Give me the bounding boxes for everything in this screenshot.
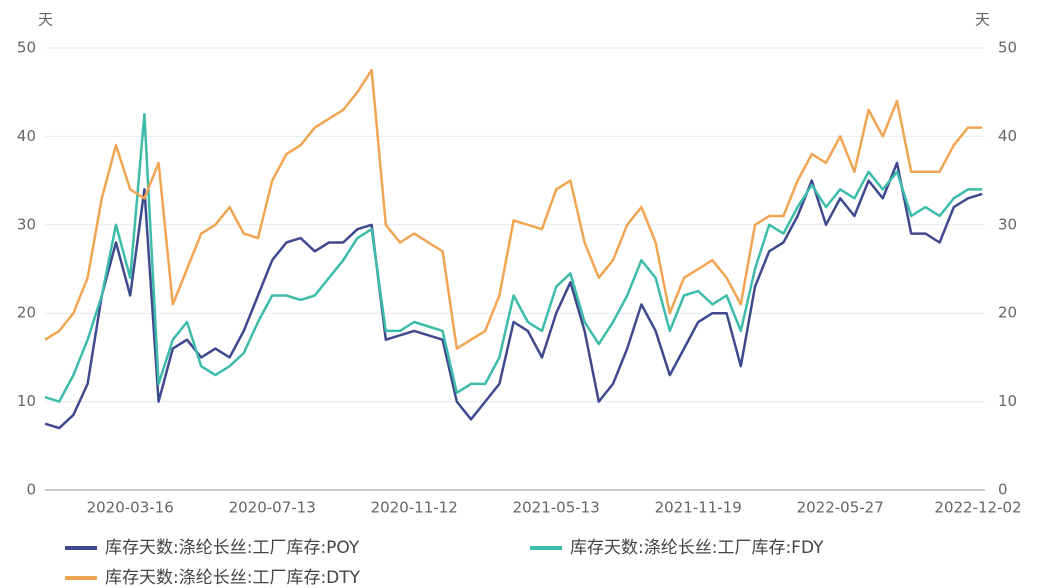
y2-axis-unit: 天 (975, 11, 990, 29)
line-series (44, 68, 983, 350)
x-tick-label: 2020-07-13 (229, 499, 316, 517)
x-tick-label: 2020-11-12 (371, 499, 458, 517)
x-tick-label: 2022-05-27 (797, 499, 884, 517)
y2-tick-label: 0 (998, 481, 1008, 499)
x-tick-label: 2021-11-19 (655, 499, 742, 517)
line-series (44, 161, 983, 430)
y-axis-unit: 天 (38, 11, 53, 29)
y2-tick-label: 40 (998, 127, 1017, 145)
y-tick-label: 20 (17, 304, 36, 322)
legend-label: 库存天数:涤纶长丝:工厂库存:POY (105, 538, 360, 558)
y2-tick-label: 50 (998, 39, 1017, 57)
y2-tick-label: 10 (998, 392, 1017, 410)
x-tick-label: 2021-05-13 (513, 499, 600, 517)
y-tick-label: 50 (17, 39, 36, 57)
y-tick-label: 0 (26, 481, 36, 499)
y-tick-label: 10 (17, 392, 36, 410)
y2-tick-label: 20 (998, 304, 1017, 322)
line-series (44, 113, 983, 403)
y-tick-label: 30 (17, 215, 36, 233)
y2-tick-label: 30 (998, 215, 1017, 233)
legend-label: 库存天数:涤纶长丝:工厂库存:DTY (105, 568, 361, 588)
y-tick-label: 40 (17, 127, 36, 145)
legend-label: 库存天数:涤纶长丝:工厂库存:FDY (570, 538, 824, 558)
x-tick-label: 2022-12-02 (934, 499, 1021, 517)
x-tick-label: 2020-03-16 (87, 499, 174, 517)
